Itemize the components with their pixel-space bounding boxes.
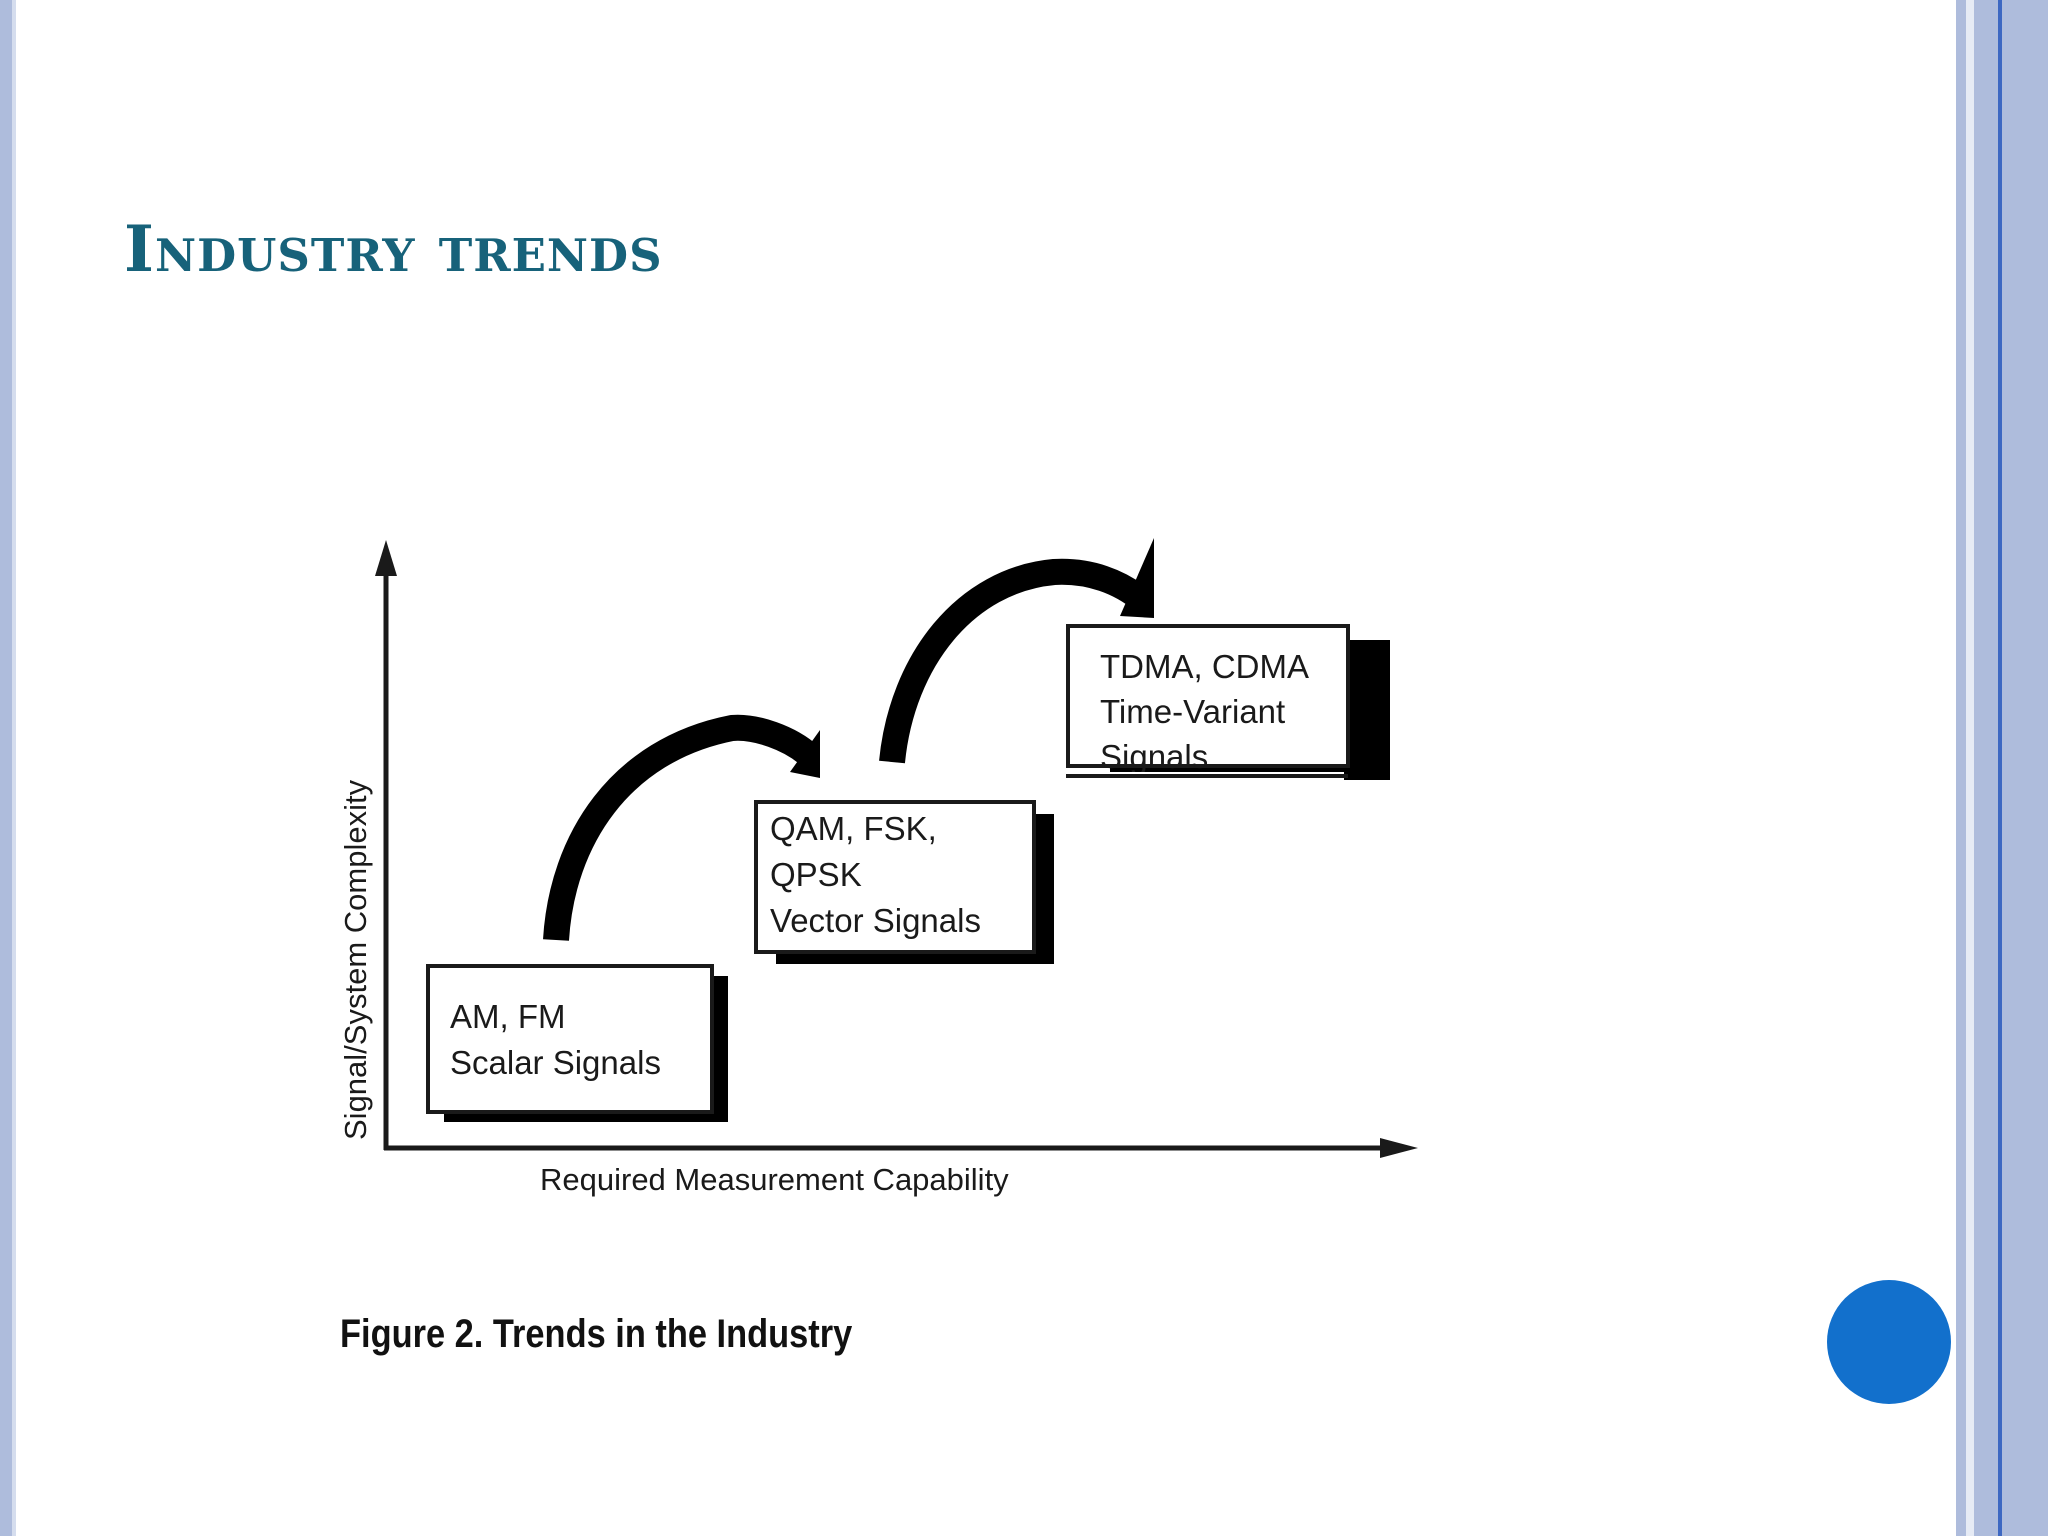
arrow-head <box>1120 538 1154 618</box>
box-frame <box>426 964 714 1114</box>
arrow-head <box>790 730 820 778</box>
arrow-shaft <box>879 558 1151 764</box>
box-label-line: Time-Variant <box>1100 693 1285 730</box>
box-qam-fsk: QAM, FSK, QPSK Vector Signals <box>754 800 1054 964</box>
box-label-line: Signals <box>1100 738 1208 775</box>
arrow-shaft <box>543 714 819 941</box>
trends-diagram: Signal/System Complexity Required Measur… <box>320 520 1450 1220</box>
box-label-line: TDMA, CDMA <box>1100 648 1309 685</box>
box-frame <box>754 800 1036 954</box>
box-label-line: QAM, FSK, <box>770 810 937 847</box>
box-am-fm: AM, FM Scalar Signals <box>426 964 728 1122</box>
curved-arrow-2 <box>879 538 1154 764</box>
box-label-line: AM, FM <box>450 998 565 1035</box>
box-label-line: Vector Signals <box>770 902 981 939</box>
curved-arrow-1 <box>543 714 820 941</box>
box-frame <box>1066 624 1350 768</box>
box-tdma-cdma: TDMA, CDMA Time-Variant Signals <box>1066 624 1390 780</box>
slide-title: Industry trends <box>124 212 663 287</box>
left-border-decoration <box>0 0 22 1536</box>
figure-caption: Figure 2. Trends in the Industry <box>340 1312 853 1356</box>
box-label-line: QPSK <box>770 856 862 893</box>
y-axis-label: Signal/System Complexity <box>338 779 373 1140</box>
trends-diagram-svg: Signal/System Complexity Required Measur… <box>338 538 1418 1197</box>
x-axis-label: Required Measurement Capability <box>540 1162 1009 1197</box>
right-border-decoration <box>1956 0 2048 1536</box>
y-axis-arrowhead <box>375 540 397 576</box>
box-label-line: Scalar Signals <box>450 1044 661 1081</box>
slide-nav-circle[interactable] <box>1827 1280 1951 1404</box>
x-axis-arrowhead <box>1380 1138 1418 1158</box>
